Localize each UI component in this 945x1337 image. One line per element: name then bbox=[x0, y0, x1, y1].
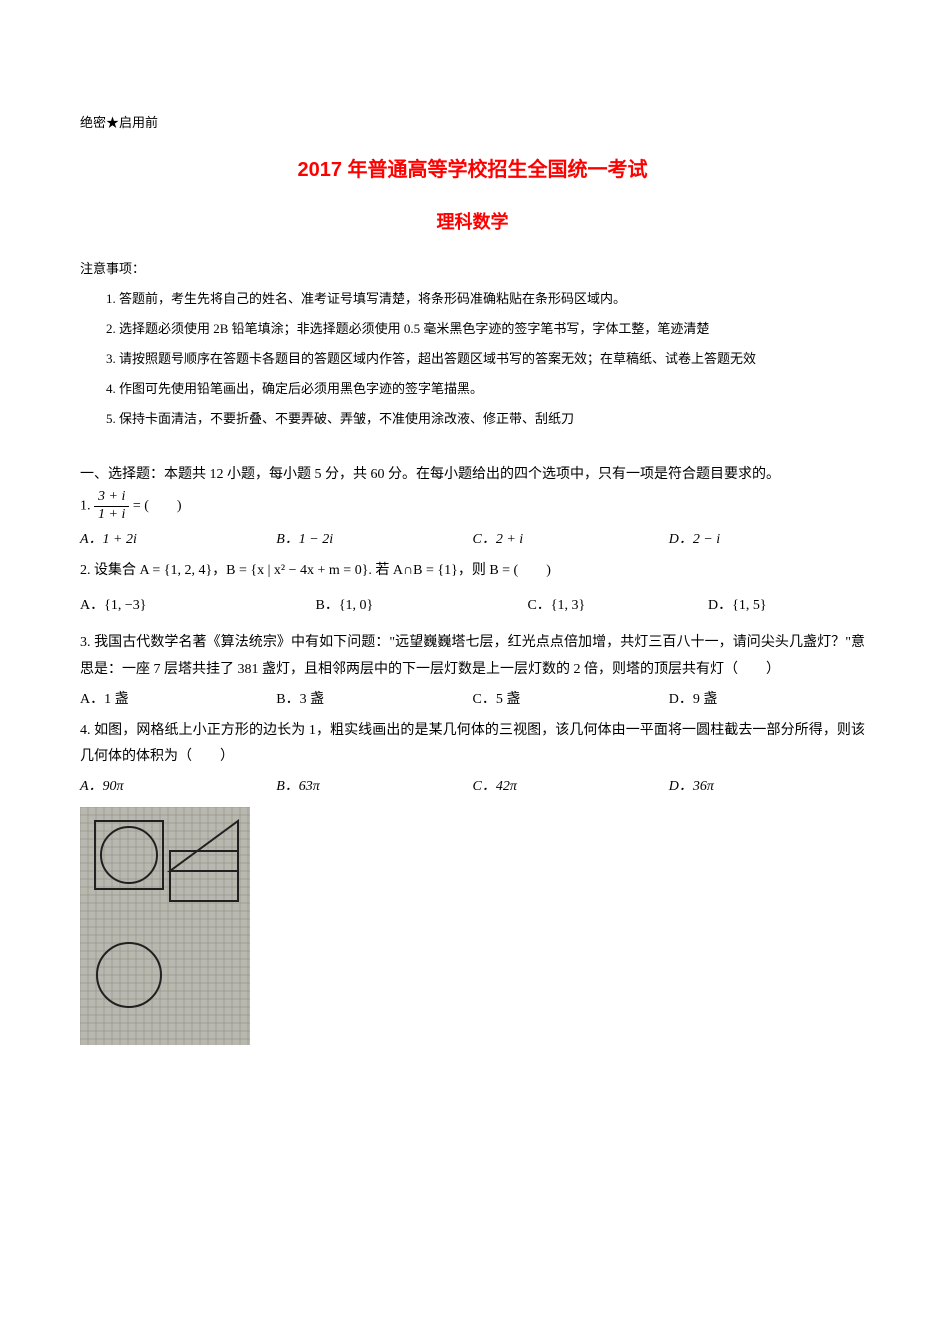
section-header: 一、选择题：本题共 12 小题，每小题 5 分，共 60 分。在每小题给出的四个… bbox=[80, 462, 865, 487]
title-main: 2017 年普通高等学校招生全国统一考试 bbox=[80, 150, 865, 190]
instruction-1: 1. 答题前，考生先将自己的姓名、准考证号填写清楚，将条形码准确粘贴在条形码区域… bbox=[80, 286, 865, 312]
q4-choice-b: B．63π bbox=[276, 773, 472, 801]
q4-choices: A．90π B．63π C．42π D．36π bbox=[80, 773, 865, 801]
instruction-5: 5. 保持卡面清洁，不要折叠、不要弄破、弄皱，不准使用涂改液、修正带、刮纸刀 bbox=[80, 406, 865, 432]
q1-choice-d: D．2 − i bbox=[669, 526, 865, 554]
instruction-2: 2. 选择题必须使用 2B 铅笔填涂；非选择题必须使用 0.5 毫米黑色字迹的签… bbox=[80, 316, 865, 342]
q1-number: 1. bbox=[80, 499, 91, 514]
q1-choice-b: B．1 − 2i bbox=[276, 526, 472, 554]
question-2: 2. 设集合 A = {1, 2, 4}，B = {x | x² − 4x + … bbox=[80, 558, 865, 585]
instructions-label: 注意事项： bbox=[80, 256, 865, 282]
q3-choice-d: D．9 盏 bbox=[669, 686, 865, 714]
q2-choice-d: D．{1, 5} bbox=[708, 592, 865, 620]
q2-text: 2. 设集合 A = {1, 2, 4}，B = {x | x² − 4x + … bbox=[80, 563, 551, 578]
q2-choice-b: B．{1, 0} bbox=[316, 592, 528, 620]
three-view-svg bbox=[80, 807, 250, 1045]
q3-choice-b: B．3 盏 bbox=[276, 686, 472, 714]
q4-choice-c: C．42π bbox=[473, 773, 669, 801]
q4-choice-a: A．90π bbox=[80, 773, 276, 801]
q2-choice-a: A．{1, −3} bbox=[80, 592, 316, 620]
q2-choices: A．{1, −3} B．{1, 0} C．{1, 3} D．{1, 5} bbox=[80, 592, 865, 620]
question-1: 1. 3 + i 1 + i = ( ) bbox=[80, 489, 865, 524]
q1-fraction: 3 + i 1 + i bbox=[94, 489, 129, 524]
question-3: 3. 我国古代数学名著《算法统宗》中有如下问题："远望巍巍塔七层，红光点点倍加增… bbox=[80, 630, 865, 683]
q3-choices: A．1 盏 B．3 盏 C．5 盏 D．9 盏 bbox=[80, 686, 865, 714]
q1-choice-a: A．1 + 2i bbox=[80, 526, 276, 554]
q1-choices: A．1 + 2i B．1 − 2i C．2 + i D．2 − i bbox=[80, 526, 865, 554]
confidential-label: 绝密★启用前 bbox=[80, 110, 865, 136]
q1-denominator: 1 + i bbox=[94, 507, 129, 524]
q1-choice-c: C．2 + i bbox=[473, 526, 669, 554]
q3-choice-c: C．5 盏 bbox=[473, 686, 669, 714]
three-view-figure bbox=[80, 807, 865, 1045]
q4-choice-d: D．36π bbox=[669, 773, 865, 801]
question-4: 4. 如图，网格纸上小正方形的边长为 1，粗实线画出的是某几何体的三视图，该几何… bbox=[80, 718, 865, 771]
q2-choice-c: C．{1, 3} bbox=[527, 592, 708, 620]
title-sub: 理科数学 bbox=[80, 204, 865, 240]
instruction-3: 3. 请按照题号顺序在答题卡各题目的答题区域内作答，超出答题区域书写的答案无效；… bbox=[80, 346, 865, 372]
q3-choice-a: A．1 盏 bbox=[80, 686, 276, 714]
q1-tail: = ( ) bbox=[133, 499, 182, 514]
q1-numerator: 3 + i bbox=[94, 489, 129, 507]
instruction-4: 4. 作图可先使用铅笔画出，确定后必须用黑色字迹的签字笔描黑。 bbox=[80, 376, 865, 402]
